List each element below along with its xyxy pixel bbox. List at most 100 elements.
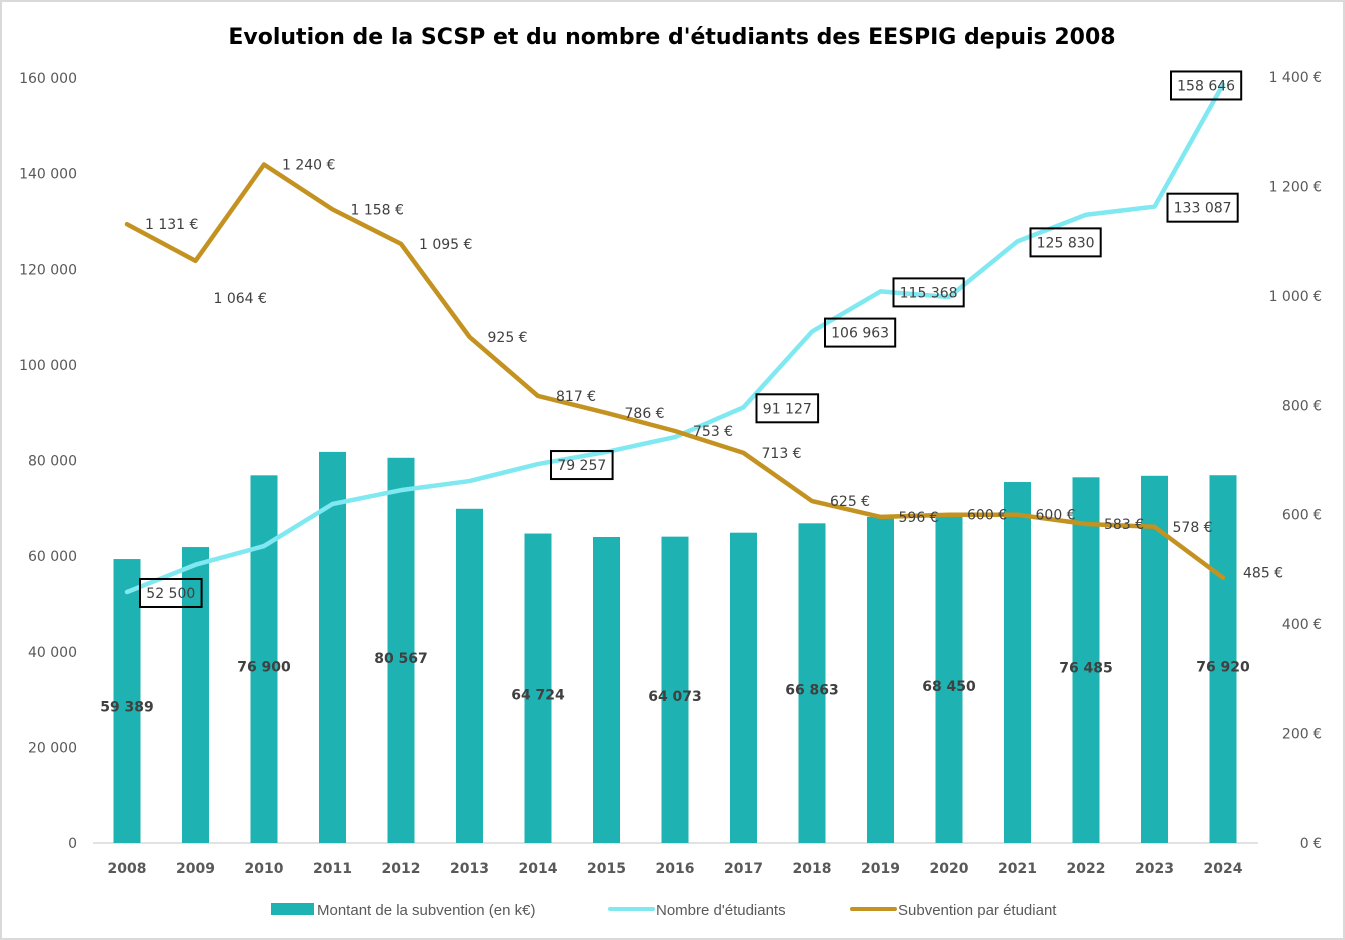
- bar: [867, 516, 894, 843]
- bar: [113, 559, 141, 843]
- price-data-label: 596 €: [899, 510, 939, 526]
- left-axis: 0 20 000 40 000 60 000 80 000 100 000 120 000 1…: [19, 71, 77, 852]
- price-data-label: 625 €: [830, 494, 870, 510]
- price-data-label: 1 095 €: [419, 237, 472, 253]
- label-box: [1170, 70, 1243, 101]
- right-tick-label: 800 €: [1282, 398, 1322, 414]
- legend-label-students: Nombre d'étudiants: [656, 902, 786, 919]
- students-data-label: 91 127: [755, 393, 820, 424]
- price-data-label: 925 €: [488, 330, 528, 346]
- left-tick-label: 40 000: [28, 645, 77, 661]
- bar-data-label: 59 389: [100, 700, 154, 716]
- legend-label-price: Subvention par étudiant: [898, 902, 1057, 919]
- bar: [1209, 475, 1237, 843]
- bar: [730, 532, 757, 843]
- price-data-label: 1 064 €: [214, 291, 267, 307]
- price-data-label: 1 240 €: [282, 158, 335, 174]
- bar-data-label: 66 863: [785, 683, 839, 699]
- bar-data-label: 68 450: [922, 679, 976, 695]
- students-data-label: 106 963: [824, 317, 897, 348]
- right-tick-label: 200 €: [1282, 727, 1322, 743]
- price-data-label: 786 €: [625, 406, 665, 422]
- label-box: [755, 393, 820, 424]
- left-tick-label: 140 000: [19, 167, 77, 183]
- x-tick-label: 2023: [1135, 861, 1174, 877]
- students-data-label: 158 646: [1170, 70, 1243, 101]
- x-tick-label: 2009: [176, 861, 215, 877]
- price-data-label: 485 €: [1243, 566, 1283, 582]
- x-axis: 2008 2009 2010 2011 2012 2013 2014 2015 2016 2017…: [108, 861, 1243, 877]
- bar: [1072, 477, 1100, 843]
- label-box: [550, 450, 614, 481]
- x-tick-label: 2008: [108, 861, 147, 877]
- bar-data-labels: 59 389 76 900 80 567 64 724 64 073 66 863 68 4…: [100, 651, 1250, 716]
- price-data-label: 1 158 €: [351, 202, 404, 218]
- bar: [661, 536, 689, 843]
- right-tick-label: 1 000 €: [1269, 289, 1322, 305]
- x-tick-label: 2013: [450, 861, 489, 877]
- right-tick-label: 1 400 €: [1269, 70, 1322, 86]
- x-tick-label: 2020: [930, 861, 969, 877]
- chart-title: Evolution de la SCSP et du nombre d'étud…: [228, 25, 1115, 50]
- label-text: 52 500: [146, 586, 195, 602]
- x-tick-label: 2016: [656, 861, 695, 877]
- right-tick-label: 400 €: [1282, 617, 1322, 633]
- price-line-series: [124, 162, 1226, 580]
- price-data-label: 1 131 €: [145, 217, 198, 233]
- bar-data-label: 76 485: [1059, 660, 1113, 676]
- label-box: [1029, 227, 1102, 258]
- left-tick-label: 0: [68, 836, 77, 852]
- left-tick-label: 100 000: [19, 358, 77, 374]
- bar: [798, 523, 826, 843]
- students-data-label: 79 257: [550, 450, 614, 481]
- label-text: 79 257: [557, 458, 606, 474]
- price-data-label: 753 €: [693, 424, 733, 440]
- bar: [182, 547, 209, 843]
- legend-swatch-subvention: [271, 903, 314, 915]
- bar: [1004, 482, 1031, 843]
- x-tick-label: 2018: [793, 861, 832, 877]
- students-data-label: 133 087: [1166, 192, 1239, 223]
- price-data-label: 600 €: [1036, 508, 1076, 524]
- label-box: [1166, 192, 1239, 223]
- students-data-label: 52 500: [139, 577, 203, 608]
- bar: [1141, 475, 1168, 843]
- bar: [319, 451, 346, 843]
- right-tick-label: 0 €: [1300, 836, 1322, 852]
- legend: Montant de la subvention (en k€) Nombre …: [271, 902, 1057, 919]
- students-data-labels: 52 500 79 257 91 127 106 963 115 368 125 830 1…: [139, 70, 1243, 608]
- bar-data-label: 76 900: [237, 660, 291, 676]
- price-data-label: 583 €: [1104, 517, 1144, 533]
- x-tick-label: 2011: [313, 861, 352, 877]
- label-box: [892, 277, 965, 308]
- left-tick-label: 20 000: [28, 740, 77, 756]
- x-tick-label: 2024: [1204, 861, 1243, 877]
- legend-label-subvention: Montant de la subvention (en k€): [317, 902, 535, 919]
- x-tick-label: 2014: [519, 861, 558, 877]
- price-data-label: 600 €: [967, 508, 1007, 524]
- x-tick-label: 2015: [587, 861, 626, 877]
- right-tick-label: 1 200 €: [1269, 179, 1322, 195]
- x-tick-label: 2019: [861, 861, 900, 877]
- bar: [456, 508, 483, 843]
- label-text: 158 646: [1177, 78, 1235, 94]
- students-data-label: 125 830: [1029, 227, 1102, 258]
- price-data-label: 578 €: [1173, 520, 1213, 536]
- bar-data-label: 64 724: [511, 687, 565, 703]
- label-text: 91 127: [763, 401, 812, 417]
- bar: [524, 533, 552, 843]
- bar-series: [113, 451, 1237, 843]
- left-tick-label: 160 000: [19, 71, 77, 87]
- price-data-label: 817 €: [556, 389, 596, 405]
- x-tick-label: 2021: [998, 861, 1037, 877]
- price-data-label: 713 €: [762, 446, 802, 462]
- x-tick-label: 2010: [245, 861, 284, 877]
- x-tick-label: 2022: [1067, 861, 1106, 877]
- label-box: [139, 577, 203, 608]
- label-box: [824, 317, 897, 348]
- bar: [387, 457, 415, 843]
- bar-data-label: 80 567: [374, 651, 428, 667]
- x-tick-label: 2017: [724, 861, 763, 877]
- bar: [935, 515, 963, 843]
